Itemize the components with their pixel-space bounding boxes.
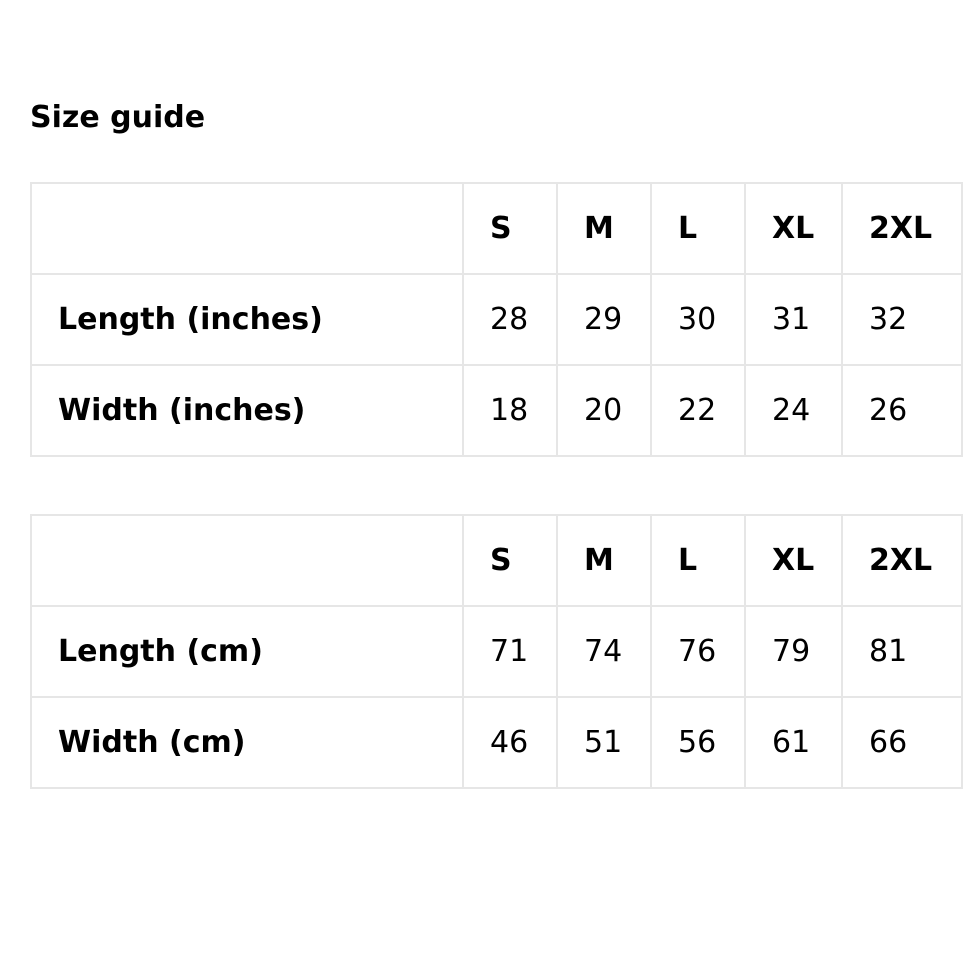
- row-label: Length (inches): [30, 273, 464, 366]
- size-header-cell: M: [556, 182, 652, 275]
- size-header-cell: XL: [744, 182, 843, 275]
- measurement-cell: 22: [650, 364, 746, 457]
- measurement-cell: 51: [556, 696, 652, 789]
- measurement-cell: 56: [650, 696, 746, 789]
- size-header-cell: S: [462, 182, 558, 275]
- measurement-cell: 18: [462, 364, 558, 457]
- measurement-cell: 31: [744, 273, 843, 366]
- size-header-cell: 2XL: [841, 182, 963, 275]
- size-header-cell: M: [556, 514, 652, 607]
- measurement-cell: 26: [841, 364, 963, 457]
- measurement-cell: 46: [462, 696, 558, 789]
- row-label: Width (cm): [30, 696, 464, 789]
- measurement-cell: 28: [462, 273, 558, 366]
- measurement-cell: 61: [744, 696, 843, 789]
- table-row: Width (inches) 18 20 22 24 26: [30, 364, 963, 457]
- size-table-cm: S M L XL 2XL Length (cm) 71 74 76 79 81 Width (cm) 4…: [30, 514, 963, 789]
- header-row: S M L XL 2XL: [30, 182, 963, 275]
- header-row: S M L XL 2XL: [30, 514, 963, 607]
- measurement-cell: 29: [556, 273, 652, 366]
- size-header-cell: XL: [744, 514, 843, 607]
- measurement-cell: 30: [650, 273, 746, 366]
- table-row: Width (cm) 46 51 56 61 66: [30, 696, 963, 789]
- header-corner-cell: [30, 514, 464, 607]
- size-header-cell: 2XL: [841, 514, 963, 607]
- measurement-cell: 71: [462, 605, 558, 698]
- measurement-cell: 74: [556, 605, 652, 698]
- page-title: Size guide: [30, 100, 206, 135]
- size-header-cell: L: [650, 182, 746, 275]
- measurement-cell: 24: [744, 364, 843, 457]
- table-row: Length (cm) 71 74 76 79 81: [30, 605, 963, 698]
- measurement-cell: 81: [841, 605, 963, 698]
- measurement-cell: 32: [841, 273, 963, 366]
- size-header-cell: S: [462, 514, 558, 607]
- measurement-cell: 79: [744, 605, 843, 698]
- measurement-cell: 20: [556, 364, 652, 457]
- size-header-cell: L: [650, 514, 746, 607]
- row-label: Width (inches): [30, 364, 464, 457]
- size-table-inches: S M L XL 2XL Length (inches) 28 29 30 31 32 Width (…: [30, 182, 963, 457]
- table-row: Length (inches) 28 29 30 31 32: [30, 273, 963, 366]
- row-label: Length (cm): [30, 605, 464, 698]
- header-corner-cell: [30, 182, 464, 275]
- measurement-cell: 66: [841, 696, 963, 789]
- measurement-cell: 76: [650, 605, 746, 698]
